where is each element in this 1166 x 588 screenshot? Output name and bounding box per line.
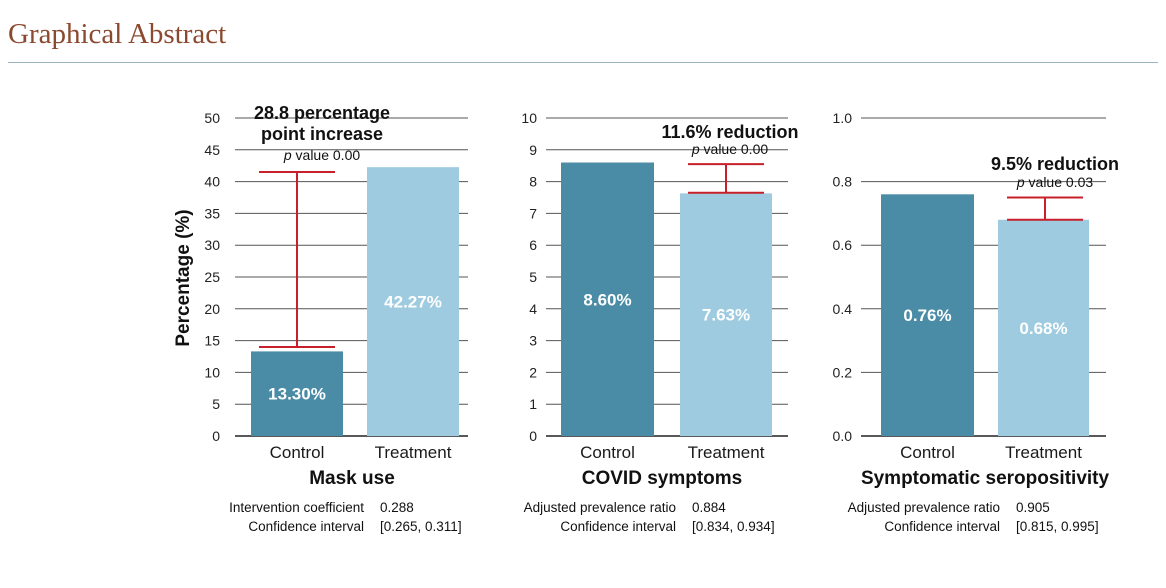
bar-treatment [680,193,772,436]
y-tick-label: 0 [529,428,537,444]
bar-value-label: 7.63% [702,306,750,325]
effect-annotation-line2: point increase [261,124,383,144]
stat-value: [0.815, 0.995] [1016,519,1099,534]
panel-title: COVID symptoms [582,468,742,489]
y-tick-label: 0.2 [833,364,853,380]
y-axis-label: Percentage (%) [173,209,194,346]
stat-label: Confidence interval [248,519,364,534]
y-tick-label: 3 [529,333,537,349]
y-tick-label: 5 [212,396,220,412]
y-tick-label: 4 [529,301,537,317]
x-tick-label: Control [580,443,635,462]
stat-value: 0.288 [380,500,414,515]
bar-value-label: 13.30% [268,385,326,404]
bar-value-label: 42.27% [384,293,442,312]
bar-control [881,194,974,436]
y-tick-label: 1 [529,396,537,412]
stat-label: Adjusted prevalence ratio [848,500,1000,515]
y-tick-label: 7 [529,205,537,221]
stat-label: Adjusted prevalence ratio [524,500,676,515]
y-tick-label: 9 [529,142,537,158]
y-tick-label: 0 [212,428,220,444]
x-tick-label: Control [900,443,955,462]
y-tick-label: 2 [529,364,537,380]
p-value-label: p value 0.00 [691,141,769,157]
bar-control [561,162,654,436]
y-tick-label: 10 [521,110,537,126]
y-tick-label: 50 [204,110,220,126]
y-tick-label: 20 [204,301,220,317]
panel-title: Symptomatic seropositivity [861,468,1110,489]
stat-value: [0.265, 0.311] [380,519,462,534]
y-tick-label: 0.0 [833,428,853,444]
y-tick-label: 0.8 [833,174,853,190]
y-tick-label: 25 [204,269,220,285]
bar-value-label: 8.60% [583,290,631,309]
x-tick-label: Treatment [1005,443,1082,462]
y-tick-label: 6 [529,237,537,253]
page-header: Graphical Abstract [8,16,1158,63]
y-tick-label: 0.6 [833,237,853,253]
chart-panel-2: 0 1 2 3 4 5 6 7 8 9 10 8.60% Control 7.63% Treatment 11… [521,110,798,534]
page-title: Graphical Abstract [8,18,227,50]
stat-label: Confidence interval [560,519,676,534]
effect-annotation: 11.6% reduction [661,122,798,142]
x-tick-label: Control [270,443,325,462]
p-value-label: p value 0.00 [283,147,361,163]
bar-treatment [998,219,1089,436]
y-tick-label: 30 [204,237,220,253]
x-tick-label: Treatment [688,443,765,462]
chart-panel-3: 0.0 0.2 0.4 0.6 0.8 1.0 0.76% Control 0.68% Treat… [833,110,1119,534]
y-tick-label: 10 [204,364,220,380]
x-tick-label: Treatment [375,443,452,462]
bar-control [251,351,343,436]
chart-panel-1: 0 5 10 15 20 25 30 35 40 45 50 13.30% Control 42.27% T… [173,103,468,534]
stat-label: Confidence interval [884,519,1000,534]
panel-title: Mask use [309,468,395,489]
p-value-label: p value 0.03 [1016,174,1094,190]
y-tick-label: 5 [529,269,537,285]
y-tick-label: 15 [204,333,220,349]
stat-value: [0.834, 0.934] [692,519,775,534]
stat-label: Intervention coefficient [229,500,364,515]
y-tick-label: 8 [529,174,537,190]
bar-treatment [367,167,459,437]
y-tick-label: 1.0 [833,110,853,126]
stat-value: 0.905 [1016,500,1050,515]
y-tick-label: 0.4 [833,301,853,317]
bar-value-label: 0.68% [1019,319,1067,338]
stat-value: 0.884 [692,500,726,515]
y-tick-label: 35 [204,205,220,221]
bar-value-label: 0.76% [903,306,951,325]
effect-annotation: 28.8 percentage [254,103,390,123]
effect-annotation: 9.5% reduction [991,154,1119,174]
y-tick-label: 45 [204,142,220,158]
y-tick-label: 40 [204,174,220,190]
